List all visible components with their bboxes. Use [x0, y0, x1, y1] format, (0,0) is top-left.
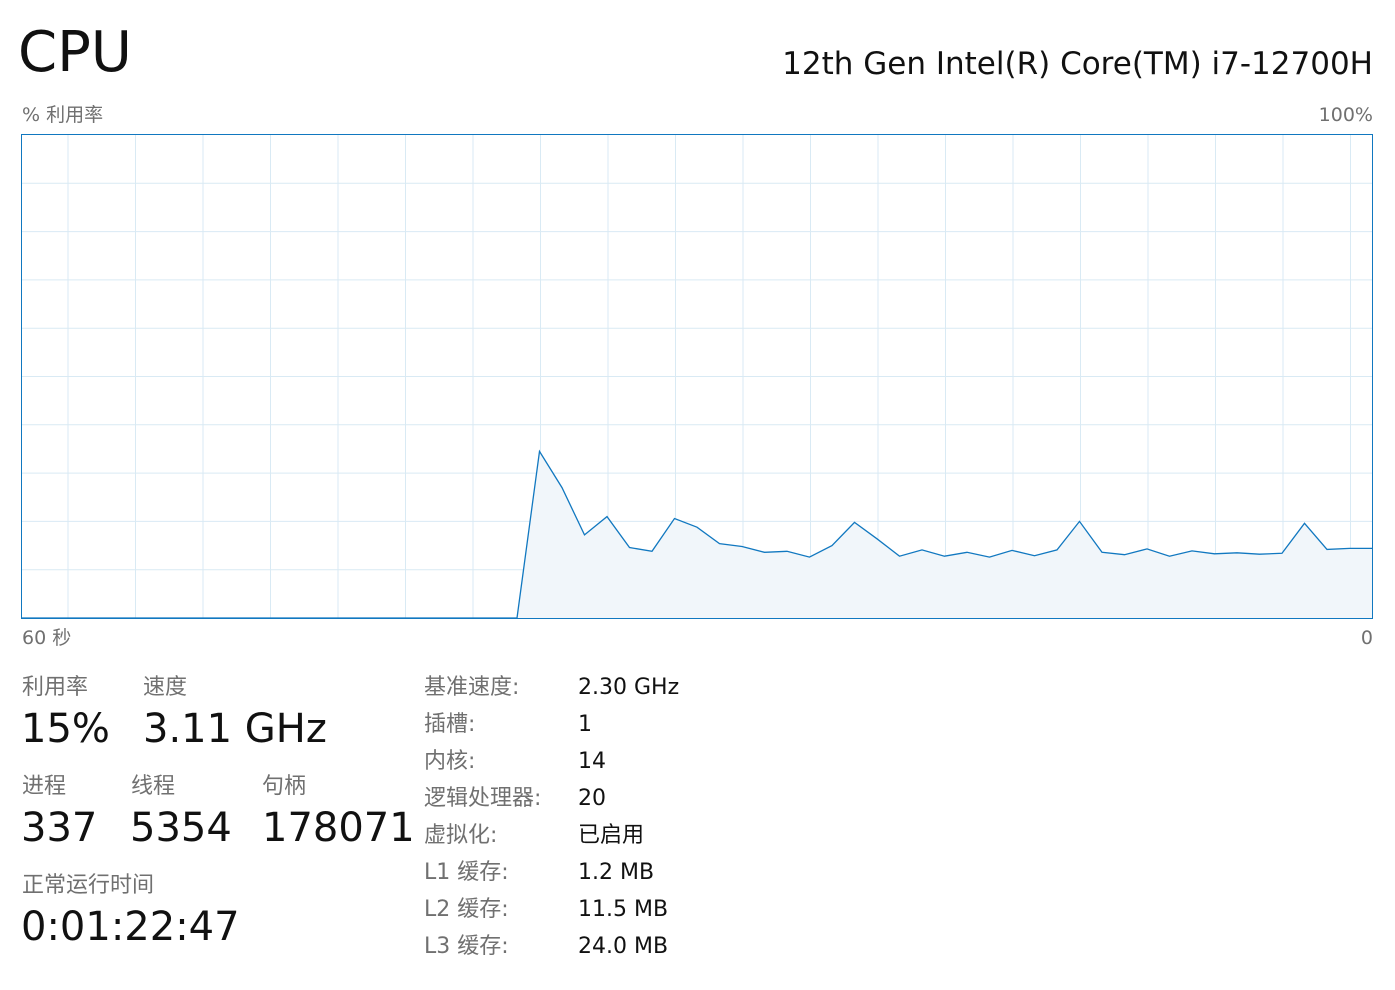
- cpu-title: CPU: [18, 20, 132, 85]
- spec-l2-cache-key: L2 缓存:: [424, 897, 509, 922]
- spec-base-speed-key: 基准速度:: [424, 675, 520, 700]
- spec-l3-cache-key: L3 缓存:: [424, 934, 509, 959]
- handles-label: 句柄: [262, 774, 307, 799]
- spec-logical-processors-key: 逻辑处理器:: [424, 786, 542, 811]
- utilization-line: [22, 449, 1372, 618]
- spec-l3-cache-value: 24.0 MB: [578, 934, 669, 959]
- spec-l2-cache-value: 11.5 MB: [578, 897, 669, 922]
- handles-value: 178071: [262, 805, 415, 851]
- threads-label: 线程: [131, 774, 176, 799]
- threads-value: 5354: [130, 805, 232, 851]
- speed-label: 速度: [143, 675, 188, 700]
- cpu-utilization-chart: [22, 135, 1372, 618]
- graph-y-axis-label: % 利用率: [22, 104, 104, 126]
- cpu-utilization-graph: [21, 134, 1373, 619]
- spec-l1-cache-key: L1 缓存:: [424, 860, 509, 885]
- spec-l1-cache-value: 1.2 MB: [578, 860, 655, 885]
- uptime-value: 0:01:22:47: [21, 904, 240, 950]
- processes-label: 进程: [22, 774, 67, 799]
- spec-sockets-key: 插槽:: [424, 712, 476, 737]
- spec-logical-processors-value: 20: [578, 786, 606, 811]
- spec-virtualization-value: 已启用: [578, 823, 645, 848]
- graph-grid: [22, 135, 1372, 618]
- utilization-value: 15%: [21, 706, 110, 752]
- graph-y-max-label: 100%: [1318, 104, 1373, 126]
- cpu-model-name: 12th Gen Intel(R) Core(TM) i7-12700H: [782, 46, 1373, 82]
- spec-sockets-value: 1: [578, 712, 592, 737]
- spec-base-speed-value: 2.30 GHz: [578, 675, 680, 700]
- spec-cores-value: 14: [578, 749, 606, 774]
- graph-x-left-label: 60 秒: [22, 627, 72, 649]
- speed-value: 3.11 GHz: [143, 706, 327, 752]
- utilization-label: 利用率: [22, 675, 89, 700]
- processes-value: 337: [21, 805, 98, 851]
- spec-cores-key: 内核:: [424, 749, 476, 774]
- spec-virtualization-key: 虚拟化:: [424, 823, 498, 848]
- uptime-label: 正常运行时间: [22, 873, 155, 898]
- utilization-area-fill: [22, 451, 1372, 618]
- graph-x-right-label: 0: [1360, 627, 1373, 649]
